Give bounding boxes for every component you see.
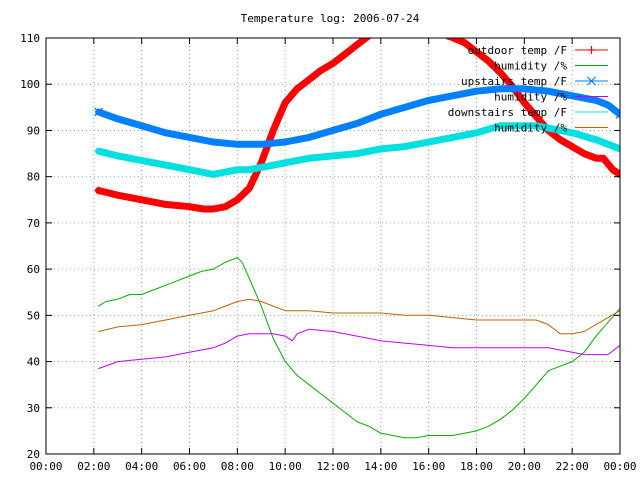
x-tick-label: 08:00: [221, 460, 254, 473]
legend-label-2: upstairs temp /F: [461, 75, 567, 88]
y-tick-label: 40: [27, 356, 40, 369]
series-3: [98, 328, 620, 369]
plot-series: [94, 38, 620, 439]
y-tick-label: 70: [27, 217, 40, 230]
x-tick-label: 00:00: [29, 460, 62, 473]
x-tick-label: 16:00: [412, 460, 445, 473]
legend-label-5: humidity /%: [494, 122, 567, 135]
y-tick-label: 60: [27, 263, 40, 276]
series-2-line: [95, 85, 620, 148]
x-tick-label: 12:00: [316, 460, 349, 473]
legend: outdoor temp /F humidity /% upstairs temp …: [448, 44, 608, 135]
y-tick-label: 20: [27, 448, 40, 461]
series-4: [95, 122, 620, 178]
y-tick-label: 90: [27, 124, 40, 137]
y-tick-label: 100: [20, 78, 40, 91]
series-4-line: [95, 122, 620, 178]
y-tick-label: 110: [20, 32, 40, 45]
x-tick-label: 14:00: [364, 460, 397, 473]
series-1: [98, 257, 620, 439]
series-5-line: [98, 298, 620, 335]
series-3-line: [98, 328, 620, 369]
grid-lines: [46, 38, 620, 454]
x-tick-label: 22:00: [556, 460, 589, 473]
axis-ticks: 00:00 02:00 04:00 06:00 08:00 10:00 12:00 14:00…: [20, 32, 636, 473]
x-tick-label: 20:00: [508, 460, 541, 473]
legend-label-3: humidity /%: [494, 91, 567, 104]
legend-label-1: humidity /%: [494, 60, 567, 73]
x-tick-label: 10:00: [269, 460, 302, 473]
series-2: [94, 85, 620, 148]
x-tick-label: 04:00: [125, 460, 158, 473]
legend-label-4: downstairs temp /F: [448, 106, 567, 119]
series-0-point: [94, 186, 103, 195]
y-tick-label: 30: [27, 402, 40, 415]
x-tick-label: 06:00: [173, 460, 206, 473]
x-tick-label: 00:00: [603, 460, 636, 473]
series-0-point: [616, 170, 620, 179]
series-0-line: [95, 38, 372, 213]
y-tick-label: 80: [27, 171, 40, 184]
x-tick-label: 02:00: [77, 460, 110, 473]
series-2-point: [94, 107, 104, 117]
legend-label-0: outdoor temp /F: [468, 44, 567, 57]
legend-marker-2: [587, 76, 596, 86]
legend-marker-0: [587, 46, 596, 54]
chart-title: Temperature log: 2006-07-24: [241, 12, 420, 25]
series-1-line: [98, 257, 620, 439]
y-tick-label: 50: [27, 309, 40, 322]
x-tick-label: 18:00: [460, 460, 493, 473]
series-5: [98, 298, 620, 335]
series-2-point: [615, 109, 620, 119]
